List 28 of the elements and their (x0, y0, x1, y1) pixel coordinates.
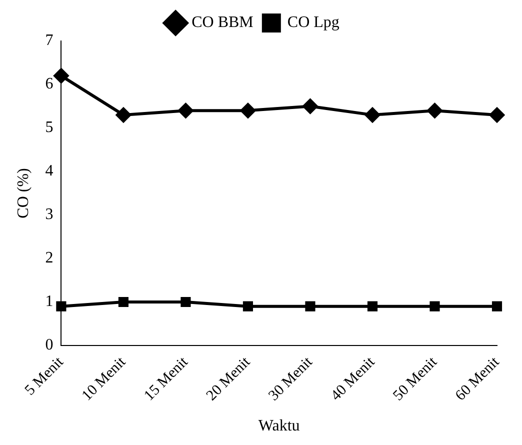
point (240, 103, 256, 118)
y-axis-title: CO (%) (14, 168, 32, 218)
point (364, 107, 380, 122)
y-tick-label: 6 (45, 76, 54, 93)
y-tick-label: 5 (45, 119, 54, 136)
point (118, 296, 128, 308)
point (302, 98, 318, 114)
y-tick-label: 1 (45, 293, 54, 310)
point (490, 107, 504, 122)
y-tick-label: 3 (45, 206, 54, 224)
point (242, 301, 254, 312)
y-tick-label: 7 (45, 32, 54, 50)
x-axis-title: Waktu (258, 418, 300, 435)
point (492, 301, 502, 312)
legend-label: CO Lpg (287, 14, 340, 32)
y-tick-label: 0 (45, 336, 54, 354)
legend-label: CO BBM (192, 14, 254, 32)
point (430, 301, 440, 312)
point (305, 301, 316, 312)
point (56, 301, 66, 312)
point (54, 68, 69, 84)
point (367, 301, 378, 312)
y-tick-label: 2 (45, 250, 54, 267)
point (116, 107, 131, 122)
point (178, 103, 194, 118)
y-tick-label: 4 (45, 162, 54, 180)
point (180, 296, 191, 308)
point (427, 103, 442, 118)
